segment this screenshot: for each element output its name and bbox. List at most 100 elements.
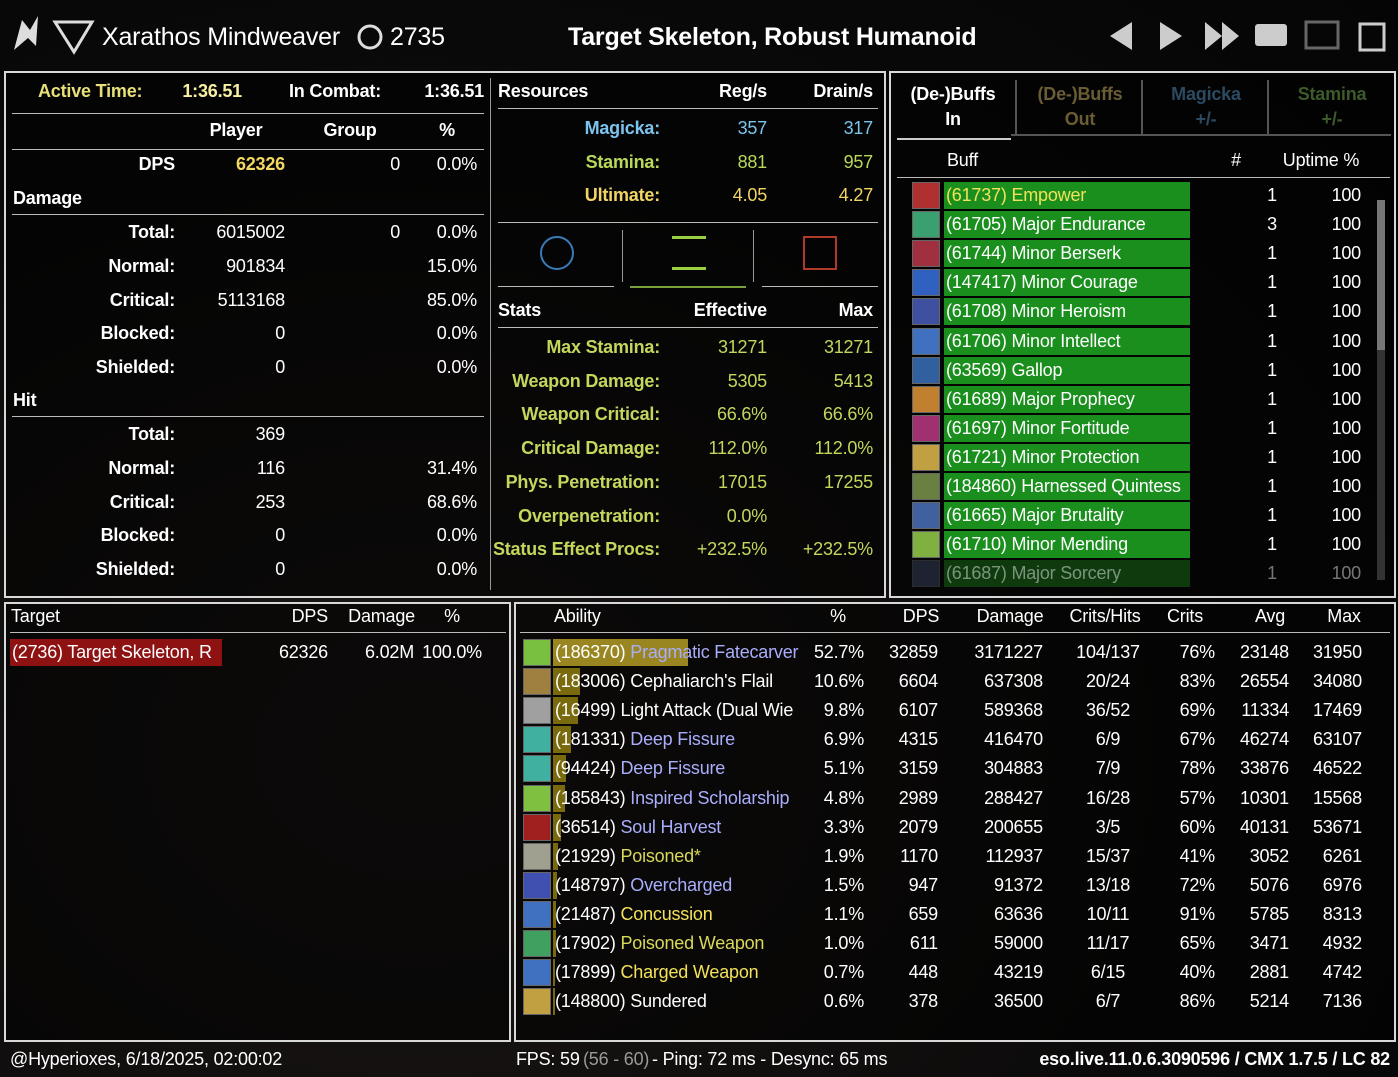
label: Status Effect Procs: xyxy=(492,539,660,560)
damage-share-bar xyxy=(553,784,566,812)
last-button[interactable] xyxy=(1205,22,1239,50)
divider xyxy=(897,138,1011,140)
buff-icon xyxy=(912,240,940,268)
buff-uptime: 100 xyxy=(1331,505,1362,526)
tab-separator xyxy=(1267,80,1269,136)
value: 1.9% xyxy=(823,845,864,866)
target-name[interactable]: (2736) Target Skeleton, R xyxy=(12,642,212,662)
section-title: Damage xyxy=(13,188,82,208)
value: 11334 xyxy=(1241,700,1289,721)
value: 23148 xyxy=(1239,642,1289,662)
buff-uptime: 100 xyxy=(1331,272,1362,293)
ability-name: (181331) Deep Fissure xyxy=(555,728,735,750)
value: 378 xyxy=(908,991,939,1012)
label: Total: xyxy=(128,222,176,242)
tab[interactable]: In xyxy=(945,109,961,129)
value: 34080 xyxy=(1312,671,1362,692)
value: +232.5% xyxy=(802,539,873,560)
ability-name: (185843) Inspired Scholarship xyxy=(555,787,790,809)
label: Overpenetration: xyxy=(518,505,660,526)
buff-uptime: 100 xyxy=(1331,301,1362,322)
buff-name: (61689) Major Prophecy xyxy=(946,388,1135,409)
label: Critical: xyxy=(109,289,175,310)
buff-count: 1 xyxy=(1267,417,1277,438)
uptime-bar xyxy=(944,327,1190,355)
ability-icon xyxy=(523,755,551,783)
footer-fps: FPS: 59 xyxy=(516,1049,580,1069)
buff-name: (61706) Minor Intellect xyxy=(946,330,1121,351)
next-button[interactable] xyxy=(1160,22,1182,50)
label: 1:36.51 xyxy=(182,81,242,101)
value: 62326 xyxy=(278,642,328,662)
setup-icon xyxy=(540,236,574,270)
value: 10/11 xyxy=(1086,903,1130,924)
ability-label: Light Attack (Dual Wie xyxy=(620,700,794,721)
value: 41% xyxy=(1179,845,1216,866)
tab[interactable]: +/- xyxy=(1321,109,1343,129)
value: 17469 xyxy=(1312,700,1362,721)
value: 200655 xyxy=(984,816,1043,837)
ability-label: Poisoned Weapon xyxy=(620,933,765,953)
tab[interactable]: Magicka xyxy=(1171,84,1241,104)
damage-share-bar xyxy=(553,639,688,666)
ability-id: (17899) xyxy=(555,962,616,983)
ability-icon xyxy=(523,813,551,841)
ability-id: (183006) xyxy=(555,671,626,692)
value: 6.9% xyxy=(823,729,864,750)
load-button[interactable] xyxy=(1304,20,1340,50)
value: 17015 xyxy=(717,471,767,492)
value: 448 xyxy=(908,962,939,983)
ability-icon xyxy=(523,959,551,987)
label: Critical Damage: xyxy=(521,438,660,459)
ability-label: Charged Weapon xyxy=(620,962,759,983)
value: 72% xyxy=(1179,874,1216,895)
tab[interactable]: (De-)Buffs xyxy=(1037,84,1123,104)
tab[interactable]: Out xyxy=(1064,109,1096,129)
damage-share-bar xyxy=(553,842,558,870)
value: 46274 xyxy=(1239,729,1289,750)
value: 317 xyxy=(843,118,874,138)
value: 112.0% xyxy=(708,438,767,459)
value: 5076 xyxy=(1249,874,1289,895)
label: Total: xyxy=(128,424,176,444)
value: 67% xyxy=(1179,729,1216,750)
tab[interactable]: +/- xyxy=(1195,109,1217,129)
ability-label: Deep Fissure xyxy=(620,758,726,779)
value: 78% xyxy=(1179,758,1216,779)
value: 6.02M xyxy=(364,642,414,662)
value: 5214 xyxy=(1249,991,1289,1012)
value: 46522 xyxy=(1312,758,1362,779)
value: 65% xyxy=(1179,933,1216,953)
damage-share-bar xyxy=(553,959,555,987)
value: 86% xyxy=(1179,991,1216,1012)
buff-count: 1 xyxy=(1267,388,1277,409)
column-header: Effective xyxy=(693,300,767,320)
value: 104/137 xyxy=(1076,642,1140,662)
ability-label: Pragmatic Fatecarver xyxy=(630,642,799,662)
value: 0.0% xyxy=(436,357,477,378)
buff-uptime: 100 xyxy=(1331,476,1362,496)
damage-share-bar xyxy=(553,726,571,754)
value: 3.3% xyxy=(823,816,864,837)
buff-name: (61687) Major Sorcery xyxy=(946,563,1121,584)
value: 0.0% xyxy=(436,525,477,546)
tab-separator xyxy=(1141,80,1143,136)
ability-id: (94424) xyxy=(555,758,616,779)
ability-label: Overcharged xyxy=(630,874,733,895)
buff-name: (61744) Minor Berserk xyxy=(946,243,1121,264)
previous-button[interactable] xyxy=(1110,22,1132,50)
buff-count: 1 xyxy=(1267,476,1277,496)
save-button[interactable] xyxy=(1255,24,1287,46)
value: 69% xyxy=(1179,700,1216,721)
tab[interactable]: (De-)Buffs xyxy=(910,84,996,104)
uptime-bar xyxy=(944,385,1190,413)
tab[interactable]: Stamina xyxy=(1297,84,1367,104)
value: 0 xyxy=(390,222,400,242)
ability-name: (148797) Overcharged xyxy=(555,874,732,896)
buff-count: 1 xyxy=(1267,446,1277,467)
value: 6/15 xyxy=(1090,962,1126,983)
ability-id: (36514) xyxy=(555,816,616,837)
divider xyxy=(897,177,1390,178)
delete-button[interactable] xyxy=(1358,22,1386,52)
label: Shielded: xyxy=(95,559,175,580)
